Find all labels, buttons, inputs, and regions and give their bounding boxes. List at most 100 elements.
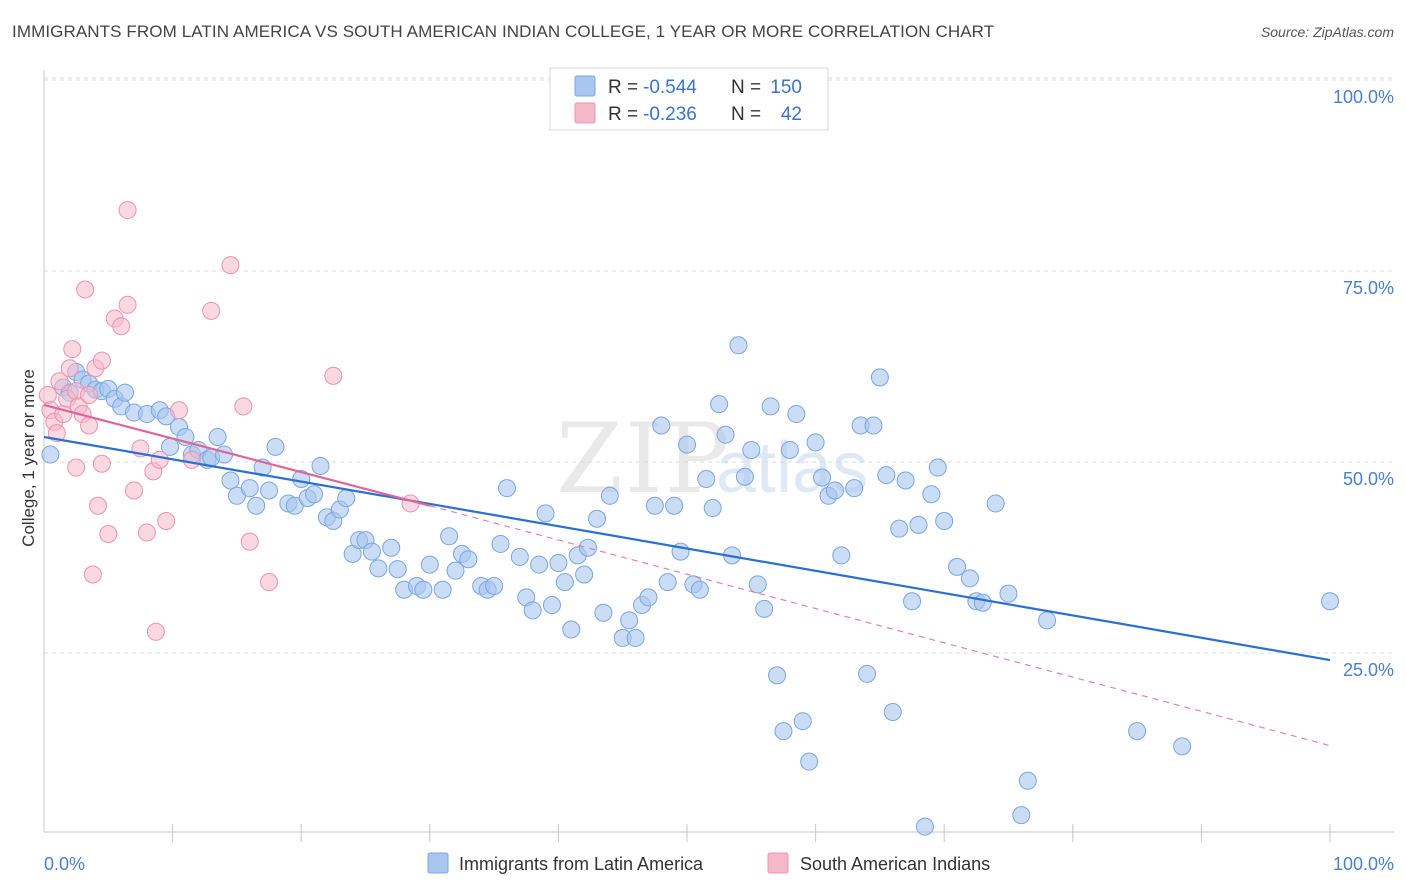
point-immigrants [555, 573, 574, 592]
point-south-american-indians [170, 401, 189, 420]
stats-r-value-2: -0.236 [643, 104, 697, 125]
point-immigrants [986, 494, 1005, 513]
point-immigrants [530, 555, 549, 574]
point-immigrants [658, 573, 677, 592]
point-immigrants [362, 542, 381, 561]
series-south-american-indians-points [38, 201, 420, 641]
point-immigrants [433, 580, 452, 599]
point-immigrants [485, 576, 504, 595]
point-immigrants [903, 592, 922, 611]
point-immigrants [793, 712, 812, 731]
point-immigrants [697, 470, 716, 488]
point-immigrants [716, 425, 735, 444]
point-south-american-indians [92, 454, 111, 473]
trend-line-immigrants [43, 435, 1331, 662]
x-tick-label-max: 100.0% [1333, 854, 1394, 874]
point-immigrants [748, 575, 767, 594]
point-south-american-indians [221, 256, 240, 275]
point-south-american-indians [50, 372, 69, 391]
point-south-american-indians [150, 450, 169, 469]
point-immigrants [922, 485, 941, 504]
point-immigrants [1012, 806, 1031, 825]
stats-r-label-2: R = [608, 104, 638, 125]
watermark-zip: ZIP [556, 403, 731, 515]
y-axis-label: College, 1 year or more [19, 369, 38, 547]
point-immigrants [247, 496, 266, 515]
point-immigrants [883, 703, 902, 722]
y-tick-label: 25.0% [1343, 660, 1394, 680]
point-immigrants [369, 559, 388, 578]
point-south-american-indians [157, 512, 176, 531]
x-axis-ticks [172, 824, 1331, 842]
point-south-american-indians [234, 397, 253, 416]
point-immigrants [858, 664, 877, 683]
point-immigrants [909, 515, 928, 534]
point-immigrants [870, 368, 889, 387]
legend-label-immigrants: Immigrants from Latin America [459, 854, 704, 874]
point-immigrants [116, 383, 135, 402]
point-immigrants [800, 752, 819, 771]
y-axis-tick-labels: 25.0% 50.0% 75.0% 100.0% [1333, 87, 1394, 680]
point-south-american-indians [182, 450, 201, 469]
point-immigrants [510, 547, 529, 566]
point-immigrants [825, 481, 844, 500]
point-south-american-indians [80, 416, 99, 435]
point-immigrants [665, 496, 684, 515]
point-immigrants [575, 565, 594, 584]
point-immigrants [523, 601, 542, 620]
point-immigrants [755, 599, 774, 618]
point-immigrants [960, 569, 979, 588]
chart-title: IMMIGRANTS FROM LATIN AMERICA VS SOUTH A… [12, 22, 995, 41]
point-south-american-indians [76, 280, 95, 299]
point-immigrants [645, 496, 664, 515]
point-immigrants [420, 555, 439, 574]
point-immigrants [999, 584, 1018, 603]
point-immigrants [221, 471, 240, 490]
point-immigrants [787, 405, 806, 424]
x-tick-label-min: 0.0% [44, 854, 85, 874]
point-immigrants [780, 440, 799, 459]
stats-n-value-2: 42 [781, 104, 802, 125]
point-immigrants [890, 519, 909, 538]
point-immigrants [729, 336, 748, 355]
point-immigrants [578, 538, 597, 557]
point-immigrants [549, 554, 568, 573]
point-immigrants [41, 445, 60, 464]
point-south-american-indians [146, 622, 165, 641]
stats-swatch-blue [574, 75, 596, 97]
stats-n-value-1: 150 [770, 77, 802, 98]
legend-swatch-south-american-indians [767, 852, 789, 874]
point-immigrants [459, 550, 478, 569]
point-south-american-indians [83, 565, 102, 584]
point-immigrants [690, 580, 709, 599]
trend-line-south-american-indians [43, 403, 431, 507]
y-tick-label: 50.0% [1343, 469, 1394, 489]
point-immigrants [652, 416, 671, 435]
y-tick-label: 100.0% [1333, 87, 1394, 107]
stats-legend-box: R = -0.544 N = 150 R = -0.236 N = 42 [549, 67, 829, 131]
point-south-american-indians [137, 523, 156, 542]
point-immigrants [1018, 771, 1037, 790]
point-immigrants [973, 593, 992, 612]
point-immigrants [311, 457, 330, 476]
point-immigrants [626, 628, 645, 647]
series-immigrants-points [41, 336, 1339, 836]
watermark-atlas: atlas [716, 428, 868, 508]
series-legend: Immigrants from Latin America South Amer… [427, 852, 990, 874]
point-immigrants [620, 611, 639, 630]
point-immigrants [1321, 592, 1339, 611]
point-immigrants [768, 666, 787, 685]
point-immigrants [678, 435, 696, 454]
point-south-american-indians [240, 532, 259, 551]
point-immigrants [1128, 722, 1147, 741]
point-south-american-indians [80, 385, 99, 404]
legend-swatch-immigrants [427, 852, 449, 874]
point-south-american-indians [118, 201, 137, 220]
point-south-american-indians [92, 351, 111, 370]
gridlines [44, 77, 1394, 654]
point-immigrants [710, 395, 729, 414]
point-south-american-indians [260, 573, 279, 592]
point-immigrants [735, 467, 754, 486]
trend-lines [43, 403, 1331, 747]
